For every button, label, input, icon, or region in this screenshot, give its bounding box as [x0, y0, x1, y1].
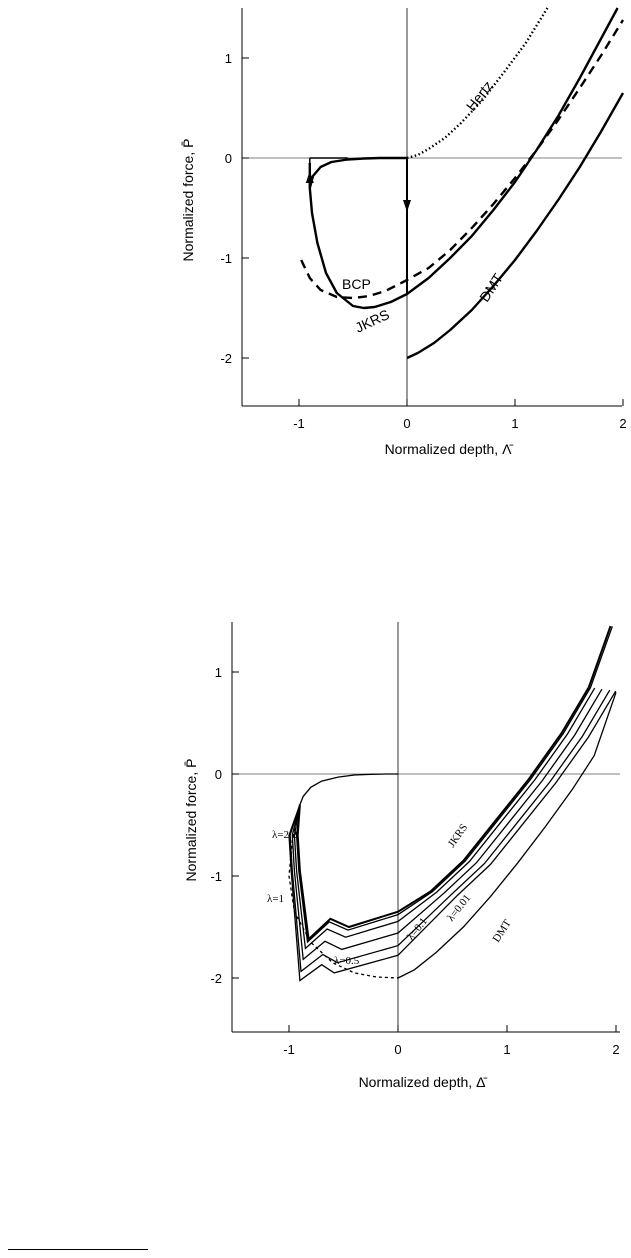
chart-top-xlabel: Normalized depth, Λ̄ [385, 441, 514, 457]
label-lambda-1: λ=1 [267, 893, 284, 905]
chart-bottom-ytick-label: 0 [215, 767, 222, 782]
label-dmt-2: DMT [490, 917, 514, 944]
chart-top-xtick-label: 2 [619, 416, 626, 431]
label-hertz: Hertz [463, 78, 496, 114]
label-lambda-0-1: λ=0.1 [405, 916, 430, 943]
chart-top-xtick-label: 1 [511, 416, 518, 431]
series-bcp [300, 19, 625, 300]
arrow-up-icon [305, 171, 314, 183]
series-jkrs-upper-branch [308, 156, 407, 189]
label-lambda-2-2: λ=2.2 [272, 829, 297, 841]
chart-bottom-series [288, 625, 617, 982]
chart-top-ytick-label: 0 [225, 151, 232, 166]
chart-top: -1 0 1 2 1 0 -1 -2 Normalized depth, Λ̄ Normali… [180, 7, 627, 457]
arrow-down-icon [403, 200, 411, 212]
chart-top-ylabel: Normalized force, P̄ [180, 139, 196, 262]
chart-top-series [300, 7, 625, 360]
series-pull-off-envelope [288, 804, 399, 979]
series-upper-branch [299, 773, 398, 805]
label-bcp: BCP [342, 276, 371, 292]
series--0-5 [291, 688, 603, 961]
chart-top-ytick-label: -2 [220, 351, 232, 366]
chart-bottom-ytick-label: -1 [210, 869, 222, 884]
series--0-1 [289, 689, 611, 973]
chart-top-ytick-label: -1 [220, 251, 232, 266]
chart-bottom-xtick-label: 0 [394, 1042, 401, 1057]
label-jkrs: JKRS [353, 306, 392, 336]
chart-bottom-ylabel: Normalized force, P̄ [183, 759, 199, 882]
series--2-2 [295, 626, 613, 944]
chart-top-xtick-label: -1 [293, 416, 305, 431]
chart-bottom-xtick-label: -1 [283, 1042, 295, 1057]
series-jkrs [296, 625, 612, 942]
chart-bottom-axes [231, 622, 620, 1033]
chart-top-xtick-label: 0 [403, 416, 410, 431]
chart-bottom-ytick-label: -2 [210, 971, 222, 986]
chart-bottom: -1 0 1 2 1 0 -1 -2 Normalized depth, Δ̄ Normali… [183, 622, 620, 1090]
chart-top-axes [241, 8, 622, 407]
chart-bottom-xtick-label: 2 [612, 1042, 619, 1057]
label-jkrs-2: JKRS [446, 822, 471, 850]
chart-bottom-xtick-label: 1 [503, 1042, 510, 1057]
chart-bottom-ticks: -1 0 1 2 1 0 -1 -2 [210, 665, 619, 1057]
chart-top-ytick-label: 1 [225, 51, 232, 66]
series-dmt [406, 92, 625, 360]
series--1 [293, 687, 596, 950]
chart-bottom-ytick-label: 1 [215, 665, 222, 680]
footnote-rule [8, 1249, 148, 1250]
chart-bottom-xlabel: Normalized depth, Δ̄ [359, 1074, 488, 1090]
series-dmt [397, 692, 617, 979]
series-hertz [406, 7, 549, 160]
chart-top-ticks: -1 0 1 2 1 0 -1 -2 [220, 51, 626, 431]
label-lambda-0-5: λ=0.5 [334, 955, 360, 967]
series--0-01 [288, 690, 617, 982]
